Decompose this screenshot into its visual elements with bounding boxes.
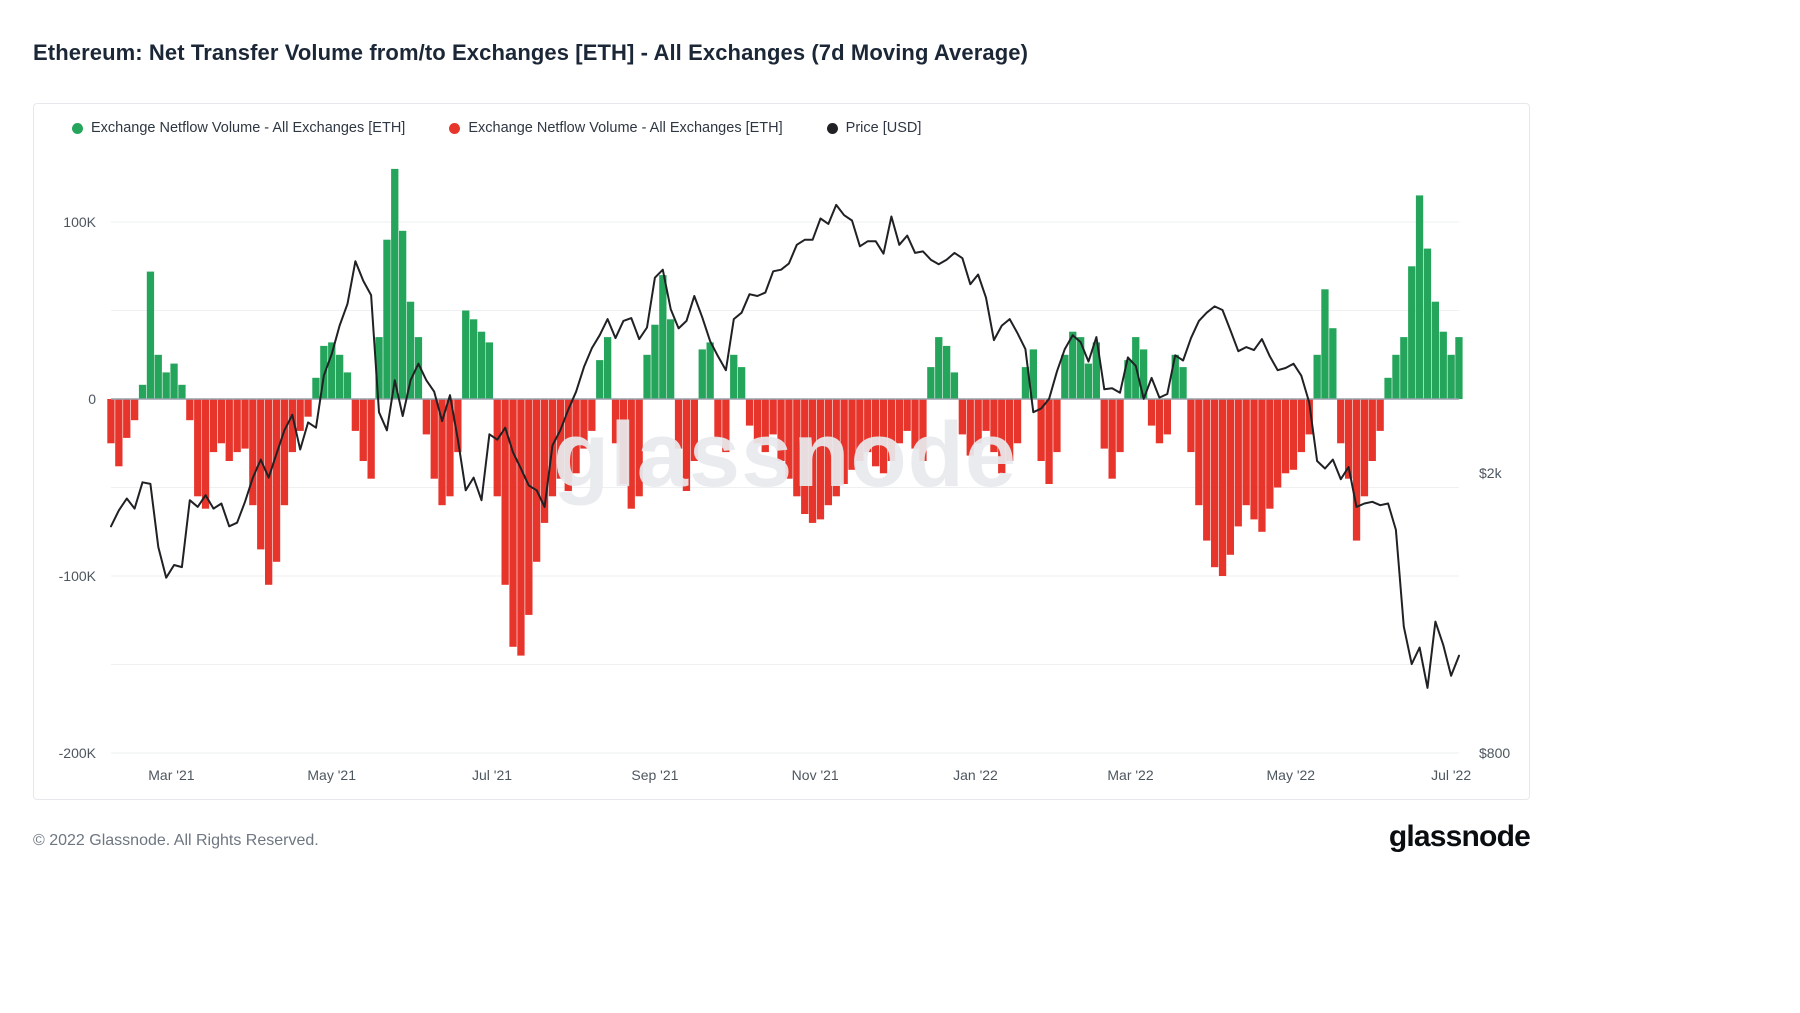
svg-text:Nov '21: Nov '21 bbox=[792, 767, 839, 783]
svg-text:Jul '21: Jul '21 bbox=[472, 767, 512, 783]
x-axis-labels: Mar '21 May '21 Jul '21 Sep '21 Nov '21 Jan '… bbox=[148, 767, 1471, 783]
svg-text:0: 0 bbox=[88, 391, 96, 407]
svg-text:Jan '22: Jan '22 bbox=[953, 767, 998, 783]
right-axis-labels: $2k $800 bbox=[1479, 465, 1510, 761]
svg-text:Jul '22: Jul '22 bbox=[1431, 767, 1471, 783]
glassnode-logo[interactable]: glassnode bbox=[1388, 820, 1531, 853]
chart-title: Ethereum: Net Transfer Volume from/to Ex… bbox=[33, 40, 1029, 65]
svg-text:Mar '22: Mar '22 bbox=[1107, 767, 1153, 783]
svg-text:$800: $800 bbox=[1479, 745, 1510, 761]
svg-text:100K: 100K bbox=[63, 214, 96, 230]
legend-item-0[interactable]: Exchange Netflow Volume - All Exchanges … bbox=[72, 120, 405, 136]
svg-text:May '21: May '21 bbox=[307, 767, 356, 783]
gridlines bbox=[111, 221, 1459, 754]
chart-legend: Exchange Netflow Volume - All Exchanges … bbox=[72, 120, 921, 136]
legend-marker-icon bbox=[449, 122, 461, 134]
netflow-bars bbox=[107, 168, 1463, 656]
legend-label: Exchange Netflow Volume - All Exchanges … bbox=[91, 120, 406, 136]
svg-text:Mar '21: Mar '21 bbox=[148, 767, 194, 783]
price-line bbox=[110, 203, 1460, 689]
legend-label: Exchange Netflow Volume - All Exchanges … bbox=[468, 120, 783, 136]
left-axis-labels: 100K 0 -100K -200K bbox=[59, 214, 97, 761]
legend-label: Price [USD] bbox=[845, 120, 922, 136]
svg-text:May '22: May '22 bbox=[1267, 767, 1316, 783]
footer-copyright: © 2022 Glassnode. All Rights Reserved. bbox=[33, 832, 319, 849]
legend-marker-icon bbox=[72, 122, 83, 134]
svg-text:Sep '21: Sep '21 bbox=[631, 767, 678, 783]
svg-text:$2k: $2k bbox=[1479, 465, 1503, 481]
watermark-text: glassnode bbox=[553, 404, 1017, 506]
legend-marker-icon bbox=[826, 122, 838, 134]
legend-item-2[interactable]: Price [USD] bbox=[826, 120, 922, 136]
svg-text:-100K: -100K bbox=[59, 568, 97, 584]
chart-card: Exchange Netflow Volume - All Exchanges … bbox=[33, 103, 1530, 800]
svg-text:-200K: -200K bbox=[59, 745, 97, 761]
legend-item-1[interactable]: Exchange Netflow Volume - All Exchanges … bbox=[449, 120, 783, 136]
